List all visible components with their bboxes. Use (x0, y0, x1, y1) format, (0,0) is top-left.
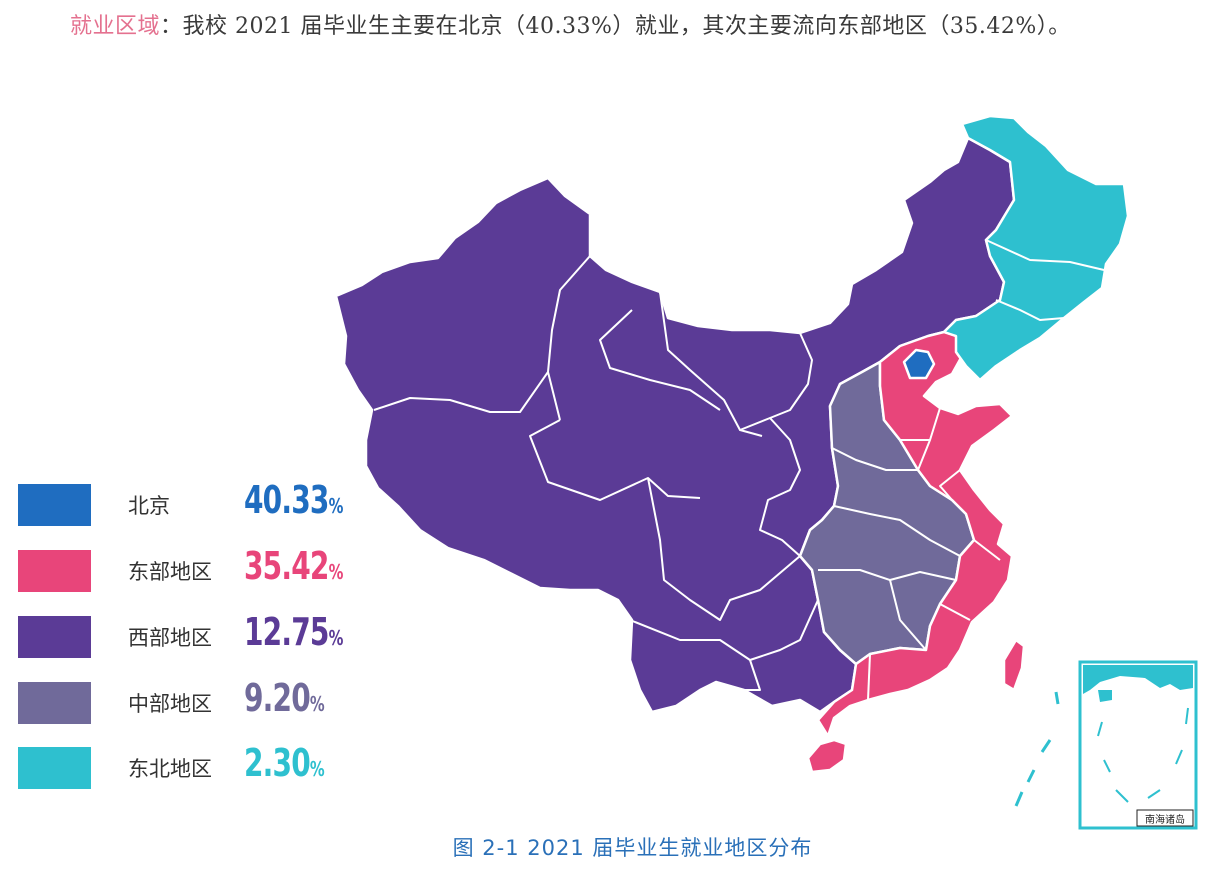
legend-item: 西部地区 12.75% (18, 610, 358, 658)
summary-header: 就业区域：我校 2021 届毕业生主要在北京（40.33%）就业，其次主要流向东… (70, 8, 1210, 40)
legend-value-number: 40.33 (244, 478, 329, 522)
south-china-sea-inset: 南海诸岛 (1078, 660, 1198, 830)
legend-item: 东部地区 35.42% (18, 544, 358, 592)
figure-caption: 图 2-1 2021 届毕业生就业地区分布 (452, 836, 813, 860)
legend-item: 中部地区 9.20% (18, 676, 358, 724)
south-china-sea-islands (1014, 691, 1060, 807)
region-hainan (806, 738, 848, 774)
legend-value-unit: % (328, 560, 344, 584)
summary-text: 我校 2021 届毕业生主要在北京（40.33%）就业，其次主要流向东部地区（3… (182, 14, 1071, 39)
legend-item: 北京 40.33% (18, 478, 358, 526)
legend-value-unit: % (328, 626, 344, 650)
legend-swatch (18, 747, 91, 789)
legend-label: 西部地区 (128, 626, 212, 650)
legend-value-number: 35.42 (244, 544, 329, 588)
region-beijing (902, 348, 936, 380)
legend-value: 35.42% (244, 544, 343, 588)
legend-value: 9.20% (244, 676, 325, 720)
summary-keyword: 就业区域 (70, 14, 161, 39)
legend-label: 北京 (128, 494, 170, 518)
region-taiwan (1002, 638, 1026, 692)
legend-swatch (18, 682, 91, 724)
legend-value-number: 12.75 (244, 610, 329, 654)
legend-value: 40.33% (244, 478, 343, 522)
legend-swatch (18, 616, 91, 658)
legend-label: 东部地区 (128, 560, 212, 584)
legend-label: 中部地区 (128, 692, 212, 716)
region-northeast (942, 114, 1130, 382)
legend-value-unit: % (328, 494, 344, 518)
province-borders (373, 239, 1105, 701)
legend-value: 2.30% (244, 741, 325, 785)
legend-value-unit: % (309, 692, 325, 716)
legend-value: 12.75% (244, 610, 343, 654)
legend-label: 东北地区 (128, 757, 212, 781)
legend-value-number: 9.20 (244, 676, 311, 720)
summary-separator: ： (160, 14, 183, 39)
legend-item: 东北地区 2.30% (18, 741, 358, 789)
legend-value-unit: % (309, 757, 325, 781)
inset-label: 南海诸岛 (1145, 813, 1185, 826)
region-east (816, 330, 1014, 738)
legend-value-number: 2.30 (244, 741, 311, 785)
legend-swatch (18, 484, 91, 526)
legend-swatch (18, 550, 91, 592)
